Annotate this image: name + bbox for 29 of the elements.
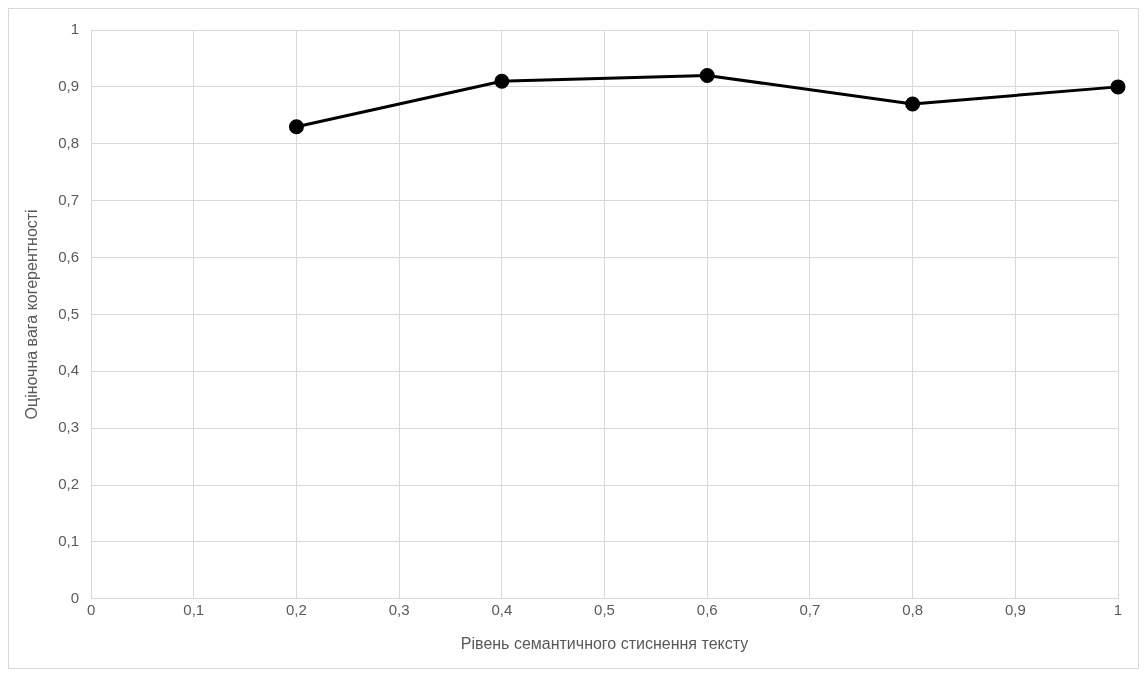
y-tick-label: 0 (70, 588, 80, 606)
point (905, 96, 921, 112)
x-tick-label: 0,8 (902, 600, 924, 618)
y-tick-label: 0,1 (58, 532, 80, 550)
y-tick-label: 0,6 (58, 247, 80, 265)
point (494, 73, 510, 89)
y-axis-title: Оціночна вага когерентності (23, 209, 41, 420)
y-tick-label: 1 (70, 20, 80, 38)
x-tick-label: 0,6 (696, 600, 718, 618)
x-tick-label: 0,7 (799, 600, 821, 618)
x-tick-label: 0,9 (1004, 600, 1026, 618)
y-tick-label: 0,5 (58, 304, 80, 322)
x-tick-label: 0,4 (491, 600, 513, 618)
y-tick-label: 0,2 (58, 475, 80, 493)
x-tick-label: 1 (1113, 600, 1123, 618)
x-tick-label: 0,3 (388, 600, 410, 618)
x-tick-label: 0,5 (594, 600, 615, 618)
x-tick-label: 0 (86, 600, 96, 618)
y-tick-label: 0,4 (58, 361, 80, 379)
y-tick-label: 0,8 (58, 133, 80, 151)
y-tick-label: 0,9 (58, 77, 80, 95)
y-tick-label: 0,7 (58, 190, 80, 208)
y-tick-label: 0,3 (58, 418, 80, 436)
point (699, 68, 715, 83)
point (1110, 79, 1126, 95)
point (288, 119, 304, 135)
x-tick-label: 0,2 (286, 600, 307, 618)
x-tick-label: 0,1 (183, 600, 205, 618)
x-axis-title: Рівень семантичного стиснення тексту (460, 634, 749, 652)
